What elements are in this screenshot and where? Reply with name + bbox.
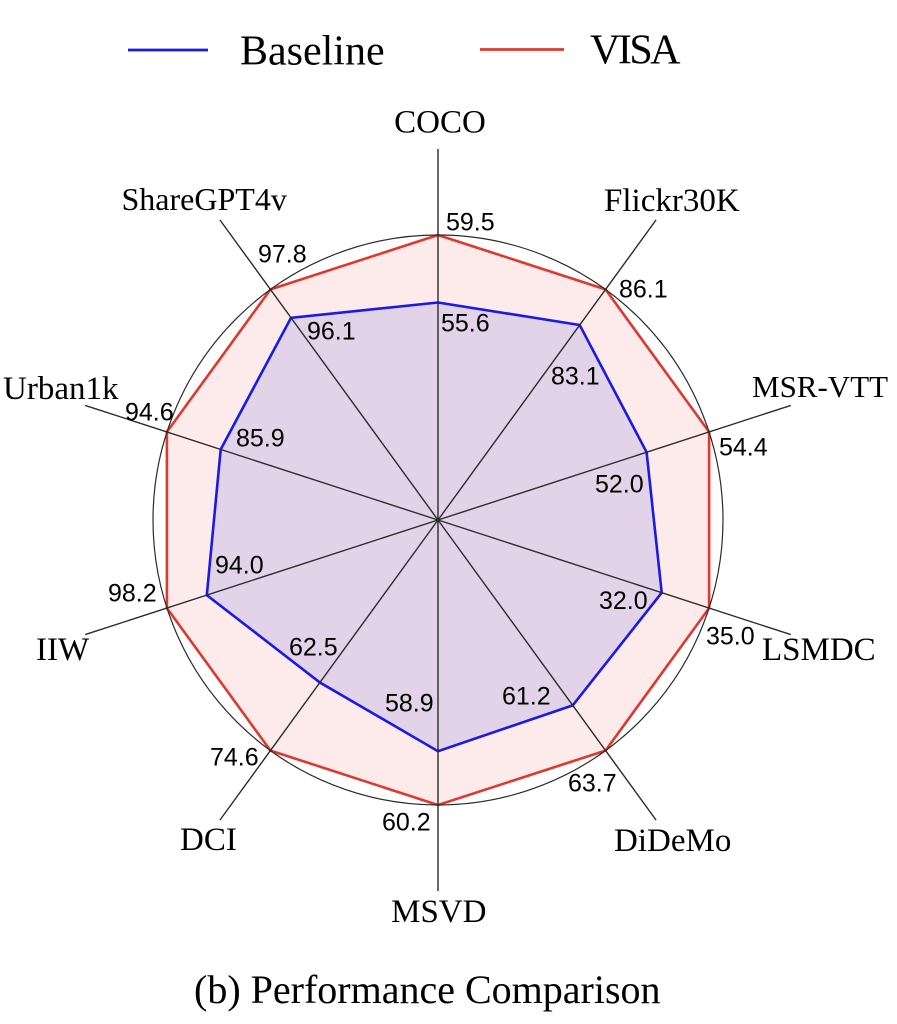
svg-text:61.2: 61.2 (502, 683, 551, 711)
svg-text:55.6: 55.6 (441, 310, 490, 338)
svg-text:94.0: 94.0 (215, 552, 264, 580)
svg-text:54.4: 54.4 (719, 434, 768, 462)
svg-text:IIW: IIW (36, 632, 90, 668)
svg-text:(b) Performance Comparison: (b) Performance Comparison (194, 967, 661, 1012)
svg-text:DiDeMo: DiDeMo (614, 823, 731, 859)
svg-text:MSVD: MSVD (391, 894, 486, 930)
svg-text:63.7: 63.7 (568, 770, 617, 798)
svg-text:32.0: 32.0 (599, 587, 648, 615)
svg-text:Urban1k: Urban1k (3, 371, 119, 407)
svg-text:52.0: 52.0 (595, 471, 644, 499)
svg-text:LSMDC: LSMDC (762, 632, 876, 668)
svg-text:86.1: 86.1 (619, 276, 668, 304)
svg-text:96.1: 96.1 (307, 318, 356, 346)
svg-text:COCO: COCO (394, 105, 486, 141)
svg-text:MSR-VTT: MSR-VTT (752, 369, 888, 404)
svg-text:74.6: 74.6 (210, 744, 259, 772)
svg-text:85.9: 85.9 (236, 425, 285, 453)
svg-text:94.6: 94.6 (125, 399, 174, 427)
svg-text:VISA: VISA (590, 28, 681, 74)
svg-text:Flickr30K: Flickr30K (604, 183, 740, 219)
svg-text:59.5: 59.5 (446, 209, 495, 237)
svg-text:60.2: 60.2 (382, 809, 431, 837)
svg-text:58.9: 58.9 (385, 690, 434, 718)
svg-text:97.8: 97.8 (258, 241, 307, 269)
svg-text:Baseline: Baseline (240, 29, 385, 75)
svg-text:35.0: 35.0 (706, 623, 755, 651)
svg-text:ShareGPT4v: ShareGPT4v (122, 181, 287, 217)
svg-text:DCI: DCI (180, 822, 237, 858)
svg-text:98.2: 98.2 (108, 580, 157, 608)
svg-text:62.5: 62.5 (289, 634, 338, 662)
svg-text:83.1: 83.1 (551, 363, 600, 391)
